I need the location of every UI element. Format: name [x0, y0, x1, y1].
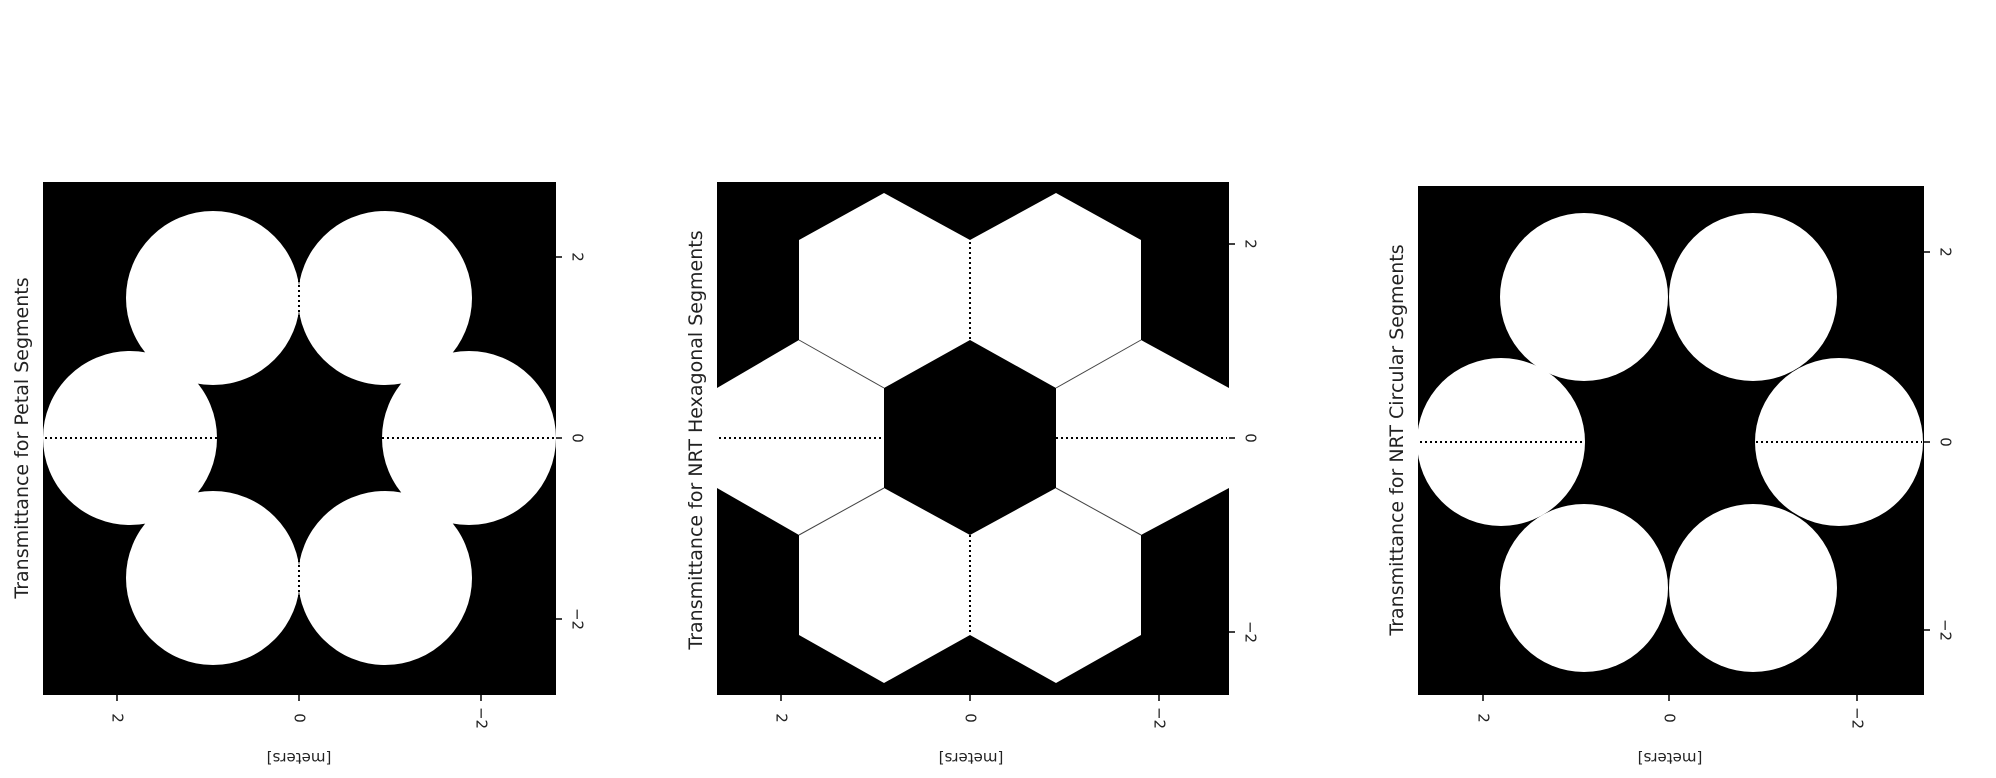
panel-3-bottom-tick-label-3: −2 — [1849, 707, 1867, 729]
panel-1-axis-label: [meters] — [267, 749, 332, 767]
panel-3: Transmittance for NRT Circular Segments … — [1386, 186, 1955, 767]
panel-3-bottom-ticks — [1482, 695, 1858, 701]
panel-2-segment-top-right — [970, 193, 1141, 388]
panel-3-bottom-tick-label-1: 2 — [1475, 713, 1493, 723]
panel-2-bottom-tick-label-3: −2 — [1151, 707, 1169, 729]
panel-2-seam-lines — [798, 339, 1142, 536]
panel-1-title: Transmittance for Petal Segments — [11, 277, 33, 599]
panel-2-right-ticks — [1229, 243, 1235, 633]
panel-1: Transmittance for Petal Segments [meters… — [11, 182, 587, 767]
panel-2: Transmittance for NRT Hexagonal Segments… — [685, 182, 1260, 767]
panel-1-right-ticks — [556, 256, 562, 620]
panel-2-title: Transmittance for NRT Hexagonal Segments — [685, 230, 707, 650]
panel-2-right-tick-label-3: −2 — [1242, 621, 1260, 643]
panel-3-segment-top-left — [1500, 213, 1668, 381]
panel-1-segment-top-left — [126, 211, 300, 385]
panel-2-bottom-tick-label-1: 2 — [773, 713, 791, 723]
panel-2-bottom-ticks — [780, 695, 1160, 701]
panel-2-axis-label: [meters] — [939, 749, 1004, 767]
panel-3-right-tick-label-3: −2 — [1937, 619, 1955, 641]
panel-3-right-tick-label-2: 0 — [1937, 437, 1955, 447]
panel-1-seams — [45, 250, 554, 625]
panel-1-segment-bottom-left — [126, 491, 300, 665]
panel-3-segment-bottom-right — [1669, 504, 1837, 672]
panel-1-right-tick-label-1: 2 — [569, 252, 587, 262]
panel-3-right-ticks — [1924, 251, 1930, 631]
panel-1-right-tick-label-2: 0 — [569, 433, 587, 443]
panel-2-segment-top-left — [799, 193, 970, 388]
panel-2-bottom-tick-label-2: 0 — [962, 713, 980, 723]
panel-1-bottom-ticks — [116, 695, 482, 701]
panel-2-right-tick-label-1: 2 — [1242, 239, 1260, 249]
panel-3-title: Transmittance for NRT Circular Segments — [1386, 244, 1408, 636]
panel-2-seams — [719, 242, 1227, 635]
panel-1-segments — [43, 211, 556, 665]
panel-1-right-tick-label-3: −2 — [569, 608, 587, 630]
panel-2-segment-bottom-right — [970, 488, 1141, 683]
panel-1-bottom-tick-label-3: −2 — [473, 707, 491, 729]
panel-3-segment-bottom-left — [1500, 504, 1668, 672]
panel-1-segment-bottom-right — [298, 491, 472, 665]
panel-3-axis-label: [meters] — [1638, 749, 1703, 767]
panel-1-segment-top-right — [298, 211, 472, 385]
panel-1-bottom-tick-label-1: 2 — [109, 713, 127, 723]
panel-3-segment-right — [1755, 358, 1923, 526]
panel-3-segment-top-right — [1669, 213, 1837, 381]
panel-2-segment-bottom-left — [799, 488, 970, 683]
panel-1-bottom-tick-label-2: 0 — [291, 713, 309, 723]
panel-3-bottom-tick-label-2: 0 — [1661, 713, 1679, 723]
panel-2-right-tick-label-2: 0 — [1242, 433, 1260, 443]
panel-3-right-tick-label-1: 2 — [1937, 247, 1955, 257]
